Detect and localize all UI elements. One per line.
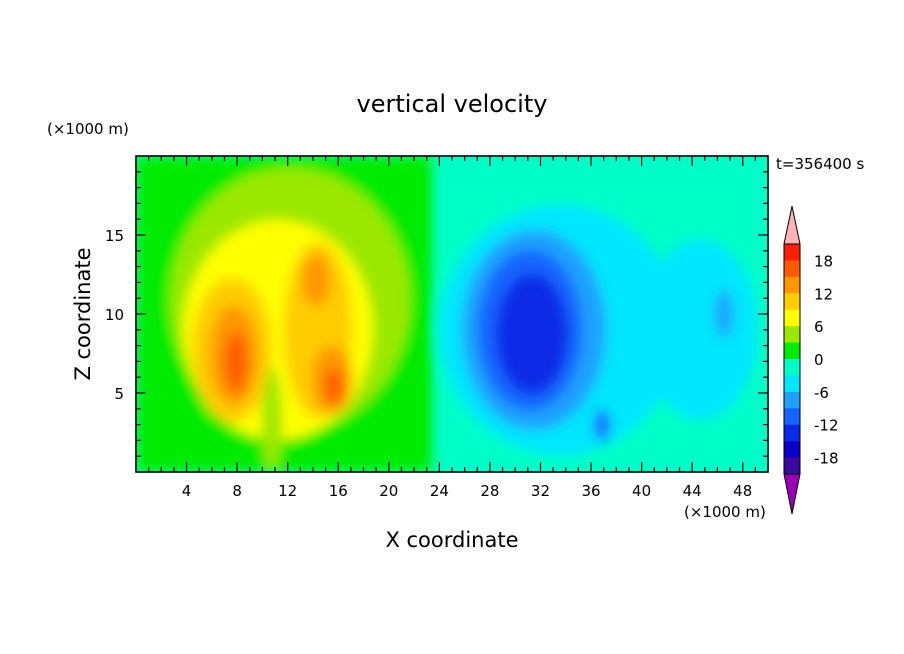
y-tick-label: 10	[105, 306, 124, 324]
x-tick-label: 40	[632, 482, 651, 500]
x-tick-label: 48	[733, 482, 752, 500]
y-tick-labels: 5 10 15	[105, 227, 124, 403]
downdraft-blob-south	[594, 409, 610, 441]
x-axis-label: X coordinate	[385, 528, 518, 552]
colorbar-bin	[784, 293, 800, 311]
updraft-orange-top	[302, 254, 330, 306]
colorbar-label: -6	[814, 384, 829, 402]
downdraft-cyan-east	[642, 240, 758, 420]
colorbar-frame	[783, 243, 801, 475]
x-tick-label: 4	[182, 482, 192, 500]
x-tick-label: 8	[232, 482, 242, 500]
colorbar-bin	[784, 276, 800, 294]
chart-title: vertical velocity	[357, 90, 548, 118]
colorbar-bin	[784, 424, 800, 442]
x-tick-label: 20	[379, 482, 398, 500]
colorbar-overflow-triangle	[783, 205, 801, 245]
colorbar-bin	[784, 342, 800, 360]
x-tick-label: 36	[581, 482, 600, 500]
colorbar-bin	[784, 260, 800, 278]
colorbar-bin	[784, 359, 800, 376]
x-tick-labels: 4 8 12 16 20 24 28 32 36 40 44 48	[182, 482, 752, 500]
colorbar-label: -12	[814, 417, 839, 435]
updraft-core-left	[225, 332, 247, 392]
colorbar-label: 6	[814, 318, 824, 336]
colorbar-label: 18	[814, 252, 833, 270]
colorbar-label: 0	[814, 351, 824, 369]
x-tick-label: 12	[278, 482, 297, 500]
colorbar-label: 12	[814, 285, 833, 303]
x-tick-label: 32	[531, 482, 550, 500]
colorbar-bin	[784, 408, 800, 426]
colorbar-bin	[784, 326, 800, 344]
x-tick-label: 16	[329, 482, 348, 500]
colorbar-bin	[784, 441, 800, 459]
time-label: t=356400 s	[776, 155, 864, 173]
x-tick-label: 44	[683, 482, 702, 500]
downdraft-darkblue	[496, 274, 568, 394]
y-tick-label: 5	[114, 385, 124, 403]
colorbar-bin	[784, 391, 800, 409]
updraft-gap	[262, 368, 282, 472]
y-tick-label: 15	[105, 227, 124, 245]
x-unit-label: (×1000 m)	[684, 503, 766, 521]
colorbar	[783, 205, 801, 515]
axis-ticks	[136, 156, 768, 472]
updraft-core-right	[325, 368, 343, 404]
y-axis-label: Z coordinate	[71, 247, 95, 380]
colorbar-bin	[784, 375, 800, 393]
colorbar-labels: 18 12 6 0 -6 -12 -18	[814, 252, 839, 467]
x-tick-label: 28	[480, 482, 499, 500]
colorbar-bin	[784, 244, 800, 261]
colorbar-underflow-triangle	[783, 473, 801, 515]
x-tick-label: 24	[430, 482, 449, 500]
downdraft-blob-east	[715, 290, 733, 338]
colorbar-bin	[784, 309, 800, 327]
colorbar-bin	[784, 457, 800, 475]
y-unit-label: (×1000 m)	[47, 120, 129, 138]
contour-field	[136, 156, 768, 472]
colorbar-label: -18	[814, 450, 839, 468]
